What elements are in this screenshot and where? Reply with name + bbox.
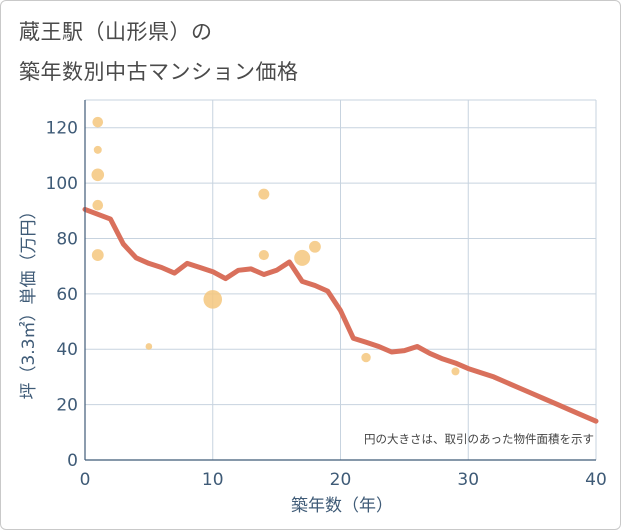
average-price-line bbox=[82, 206, 599, 424]
y-tick-label-120: 120 bbox=[46, 119, 78, 139]
y-tick-labels: 0 20 40 60 80 100 120 bbox=[46, 119, 78, 471]
bubble-point-8 bbox=[258, 249, 269, 261]
bubble-point-5 bbox=[145, 343, 153, 350]
y-tick-label-0: 0 bbox=[67, 451, 78, 471]
bubble-point-7 bbox=[258, 188, 270, 200]
bubble-point-2 bbox=[91, 168, 105, 182]
x-tick-label-40: 40 bbox=[585, 470, 607, 490]
grid-lines bbox=[85, 99, 597, 460]
bubble-point-1 bbox=[93, 145, 102, 154]
bubble-size-note: 円の大きさは、取引のあった物件面積を示す bbox=[364, 432, 594, 446]
x-axis-title: 築年数（年） bbox=[291, 496, 393, 516]
y-tick-label-40: 40 bbox=[56, 340, 78, 360]
trend-line-series bbox=[82, 206, 599, 424]
bubble-point-12 bbox=[451, 367, 460, 376]
bubble-point-0 bbox=[92, 116, 104, 128]
y-tick-label-20: 20 bbox=[56, 396, 78, 416]
x-tick-label-0: 0 bbox=[80, 470, 91, 490]
x-tick-label-30: 30 bbox=[457, 470, 479, 490]
bubble-point-3 bbox=[92, 199, 104, 211]
x-tick-label-20: 20 bbox=[330, 470, 352, 490]
bubble-point-6 bbox=[203, 290, 223, 309]
y-tick-label-80: 80 bbox=[56, 229, 78, 249]
y-tick-label-100: 100 bbox=[46, 174, 78, 194]
x-tick-label-10: 10 bbox=[202, 470, 224, 490]
bubble-point-10 bbox=[309, 240, 321, 253]
bubble-point-9 bbox=[294, 249, 311, 266]
bubble-series bbox=[91, 116, 460, 376]
y-tick-label-60: 60 bbox=[56, 285, 78, 305]
bubble-point-11 bbox=[361, 352, 371, 363]
chart-title-line-2: 築年数別中古マンション価格 bbox=[19, 60, 299, 84]
x-tick-labels: 0 10 20 30 40 bbox=[80, 470, 607, 490]
y-axis-title: 坪（3.3㎡）単価（万円） bbox=[19, 202, 39, 399]
bubble-point-4 bbox=[91, 249, 104, 261]
chart-title-line-1: 蔵王駅（山形県）の bbox=[19, 20, 213, 44]
axes bbox=[84, 100, 596, 461]
